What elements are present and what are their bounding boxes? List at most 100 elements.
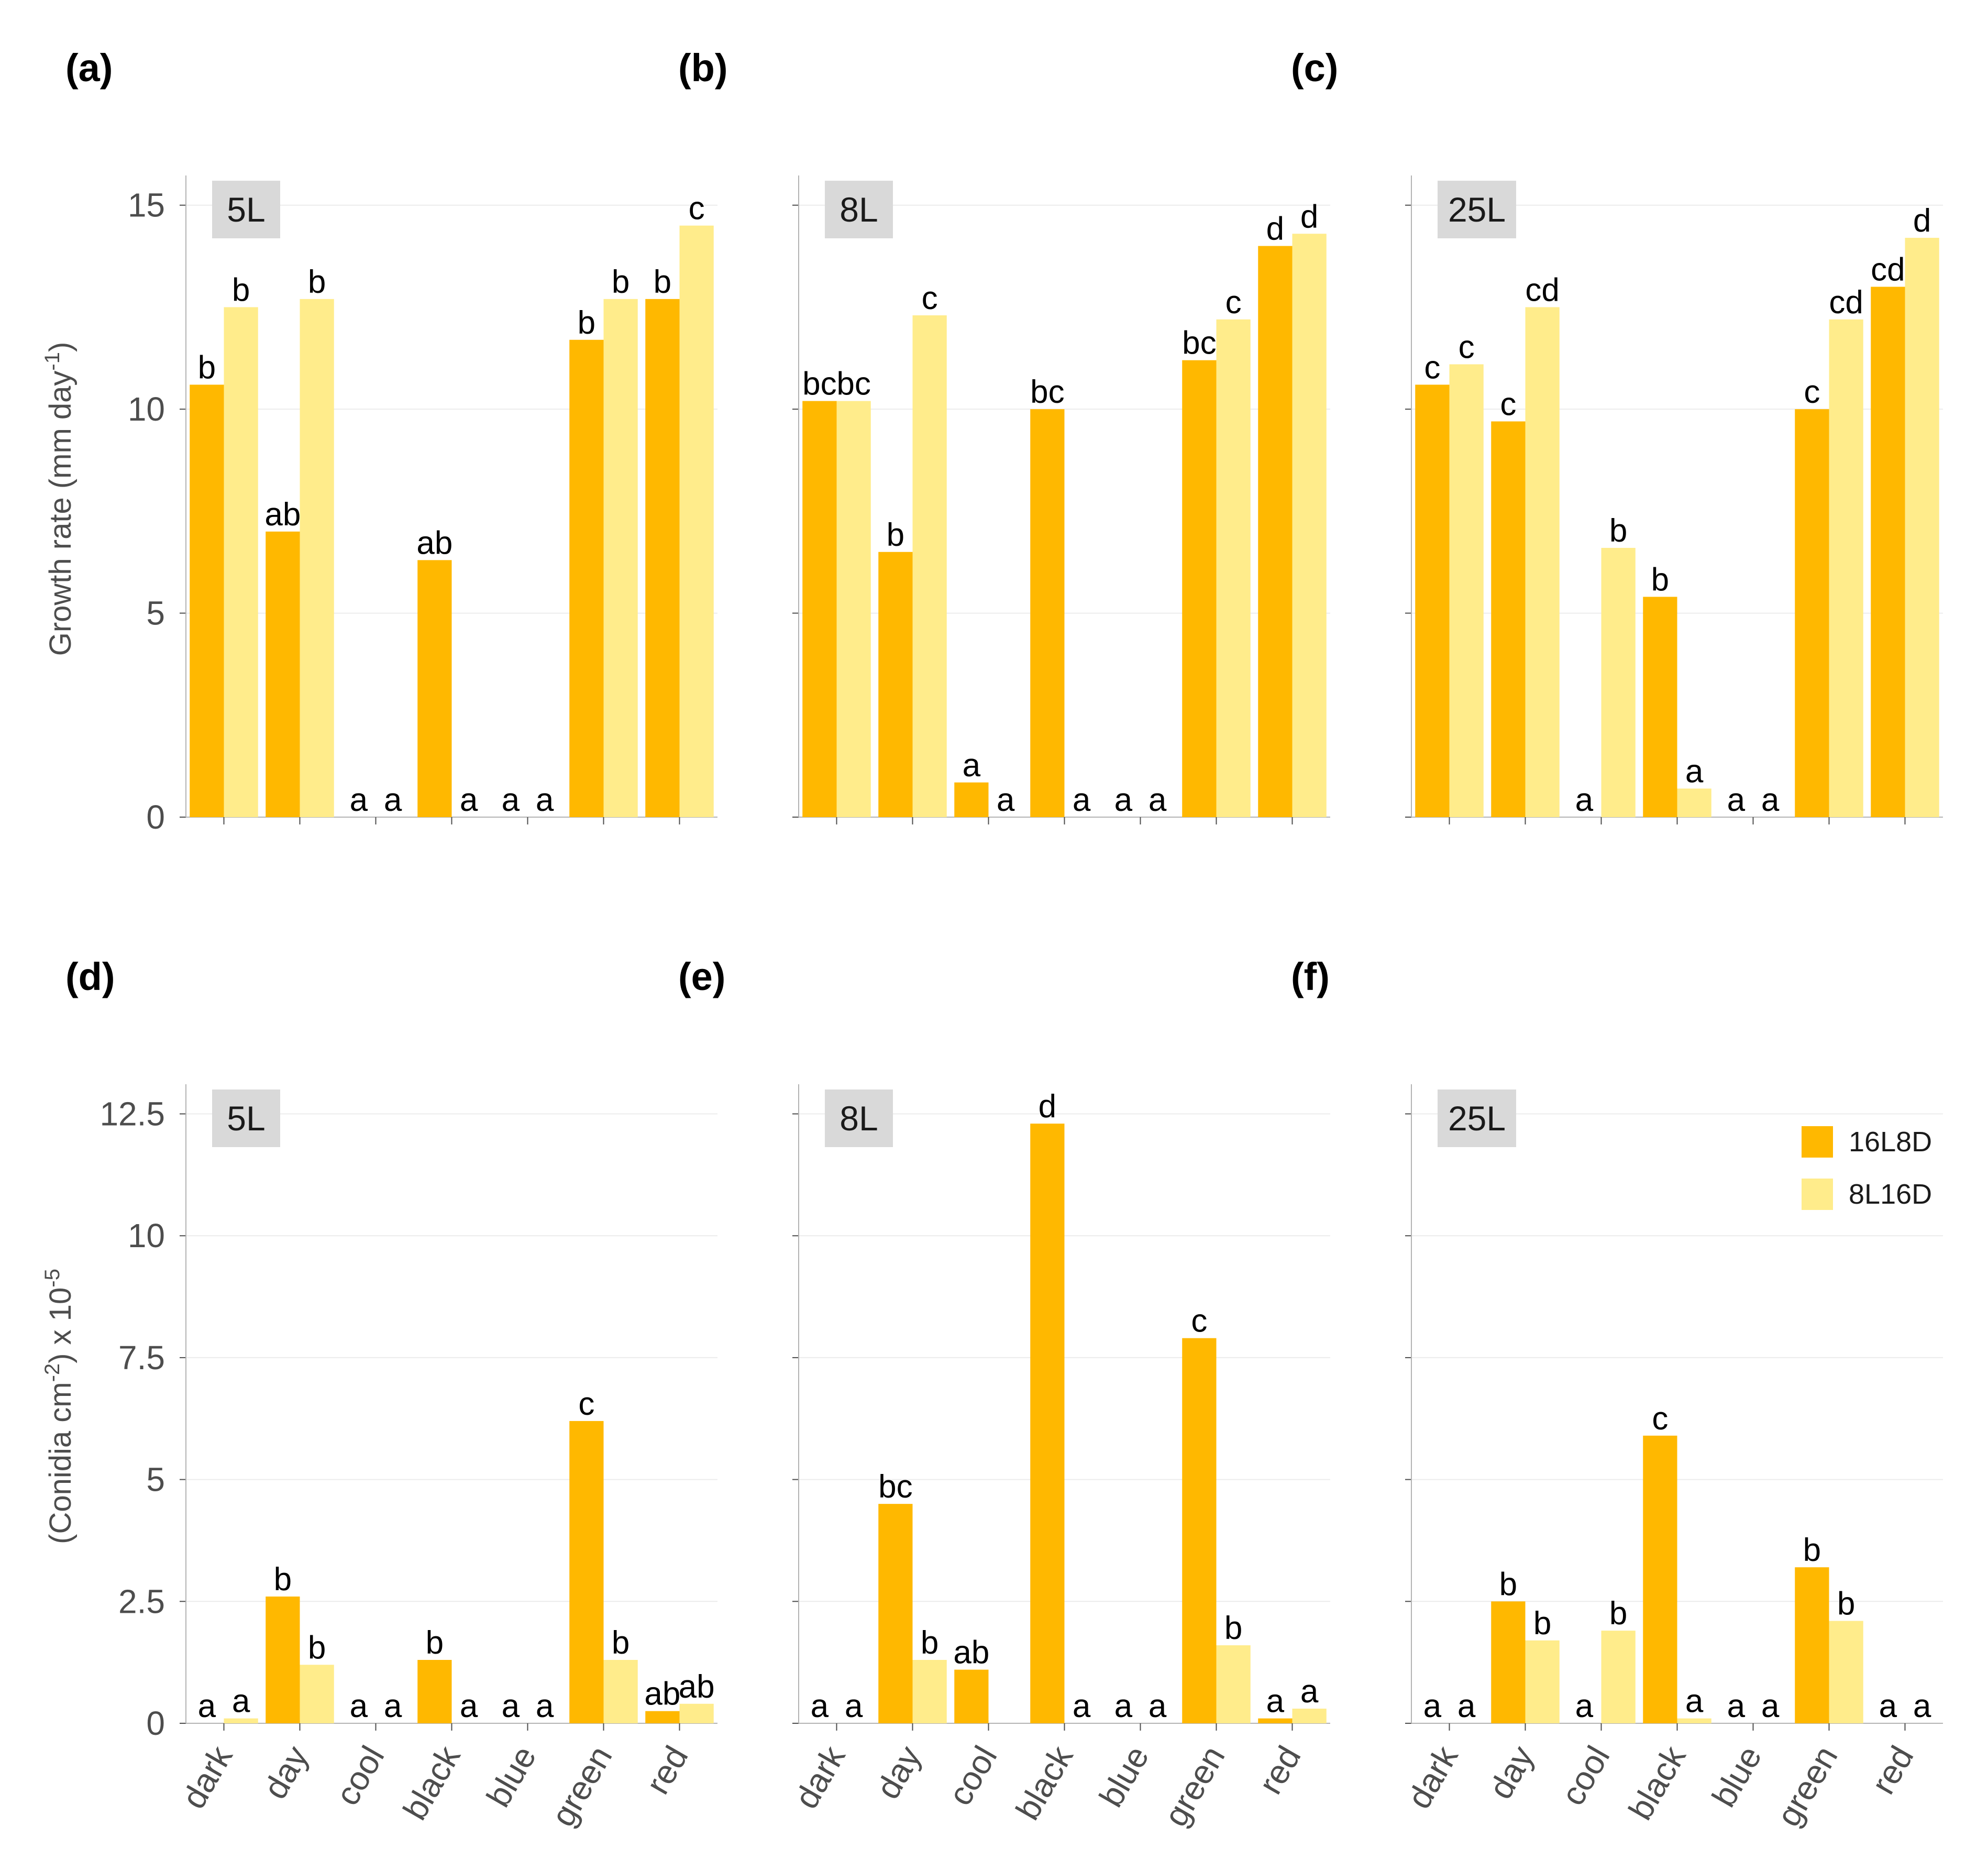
- bar-8L16D-cool: [1601, 1631, 1636, 1723]
- significance-label: b: [1837, 1586, 1855, 1622]
- significance-label: a: [536, 782, 554, 818]
- facet-strip-label: 8L: [840, 1099, 878, 1138]
- bar-8L16D-dark: [224, 1718, 258, 1723]
- significance-label: a: [1761, 782, 1780, 818]
- significance-label: b: [308, 264, 326, 300]
- significance-label: a: [384, 782, 402, 818]
- bar-8L16D-green: [603, 299, 638, 817]
- bar-16L8D-red: [1258, 246, 1293, 818]
- x-tick-label-red: red: [638, 1740, 695, 1800]
- significance-label: ab: [416, 525, 452, 561]
- significance-label: ab: [644, 1676, 680, 1712]
- significance-label: a: [1423, 1688, 1442, 1724]
- y-tick-label: 5: [146, 1461, 165, 1499]
- bar-8L16D-red: [679, 1703, 714, 1723]
- significance-label: a: [536, 1688, 554, 1724]
- x-tick-label-dark: dark: [174, 1739, 240, 1815]
- y-axis-title: (Conidia cm-2) x 10-5: [41, 1269, 78, 1544]
- significance-label: bc: [1182, 325, 1216, 361]
- x-tick-label-day: day: [256, 1740, 316, 1805]
- significance-label: a: [963, 747, 981, 784]
- significance-label: a: [1457, 1688, 1476, 1724]
- x-tick-label-dark: dark: [1400, 1739, 1465, 1815]
- panel-letter: (c): [1291, 46, 1338, 90]
- significance-label: a: [1148, 1688, 1167, 1724]
- x-tick-label-cool: cool: [941, 1740, 1004, 1812]
- significance-label: a: [1879, 1688, 1897, 1724]
- significance-label: b: [654, 264, 671, 300]
- significance-label: b: [1533, 1605, 1551, 1642]
- significance-label: a: [997, 782, 1015, 818]
- x-tick-label-red: red: [1864, 1740, 1921, 1800]
- bar-8L16D-green: [603, 1660, 638, 1723]
- significance-label: bc: [802, 366, 836, 402]
- significance-label: a: [198, 1688, 216, 1724]
- y-tick-label: 12.5: [100, 1095, 165, 1133]
- significance-label: b: [308, 1630, 326, 1666]
- bar-16L8D-green: [569, 1421, 604, 1723]
- bar-16L8D-day: [878, 1504, 913, 1723]
- x-tick-label-red: red: [1251, 1740, 1308, 1800]
- panel-letter: (b): [678, 46, 728, 90]
- legend-label-16L8D: 16L8D: [1849, 1126, 1932, 1158]
- y-axis-title: Growth rate (mm day-1): [41, 342, 78, 656]
- bar-16L8D-green: [1182, 360, 1217, 817]
- significance-label: a: [1300, 1674, 1319, 1710]
- significance-label: a: [1913, 1688, 1931, 1724]
- significance-label: a: [350, 782, 368, 818]
- significance-label: cd: [1829, 284, 1863, 321]
- significance-label: d: [1039, 1088, 1056, 1125]
- x-tick-label-black: black: [1009, 1739, 1081, 1826]
- y-tick-label: 15: [128, 186, 165, 224]
- significance-label: c: [1191, 1303, 1207, 1339]
- significance-label: a: [1575, 1688, 1594, 1724]
- significance-label: b: [1499, 1566, 1517, 1602]
- x-tick-label-blue: blue: [479, 1740, 544, 1813]
- significance-label: c: [1424, 349, 1440, 386]
- significance-label: bc: [836, 366, 870, 402]
- bar-8L16D-dark: [836, 401, 871, 817]
- bar-16L8D-dark: [802, 401, 837, 817]
- bar-16L8D-red: [645, 1711, 680, 1723]
- significance-label: a: [1727, 1688, 1746, 1724]
- facet-strip-label: 25L: [1448, 1099, 1506, 1138]
- y-tick-label: 0: [146, 798, 165, 836]
- bar-8L16D-red: [1292, 1709, 1327, 1723]
- significance-label: c: [1500, 387, 1516, 423]
- facet-strip: [212, 1089, 280, 1147]
- bar-8L16D-black: [1677, 1718, 1711, 1723]
- significance-label: ab: [679, 1669, 715, 1705]
- significance-label: c: [1804, 374, 1820, 410]
- bar-16L8D-green: [1182, 1338, 1217, 1723]
- significance-label: b: [198, 349, 216, 386]
- bar-8L16D-day: [912, 315, 947, 817]
- bar-16L8D-red: [645, 299, 680, 817]
- bar-8L16D-green: [1829, 1621, 1863, 1723]
- panel-letter: (f): [1291, 955, 1330, 998]
- x-tick-label-green: green: [544, 1740, 619, 1833]
- legend-label-8L16D: 8L16D: [1849, 1179, 1932, 1210]
- facet-strip: [1438, 181, 1516, 238]
- significance-label: b: [1651, 562, 1669, 598]
- bar-8L16D-black: [1677, 788, 1711, 817]
- significance-label: a: [350, 1688, 368, 1724]
- significance-label: a: [1073, 1688, 1091, 1724]
- y-tick-label: 10: [128, 390, 165, 428]
- significance-label: b: [274, 1561, 292, 1598]
- significance-label: c: [922, 280, 938, 316]
- y-tick-label: 5: [146, 595, 165, 632]
- bar-8L16D-red: [1292, 234, 1327, 817]
- significance-label: a: [845, 1688, 863, 1724]
- x-tick-label-green: green: [1769, 1740, 1845, 1833]
- significance-label: a: [1575, 782, 1594, 818]
- bar-16L8D-day: [1491, 1601, 1526, 1723]
- significance-label: a: [460, 782, 478, 818]
- bar-8L16D-green: [1216, 319, 1251, 817]
- bar-16L8D-cool: [954, 782, 989, 817]
- significance-label: b: [1803, 1532, 1821, 1568]
- legend: 16L8D 8L16D: [1802, 1126, 1932, 1210]
- significance-label: c: [1225, 284, 1242, 321]
